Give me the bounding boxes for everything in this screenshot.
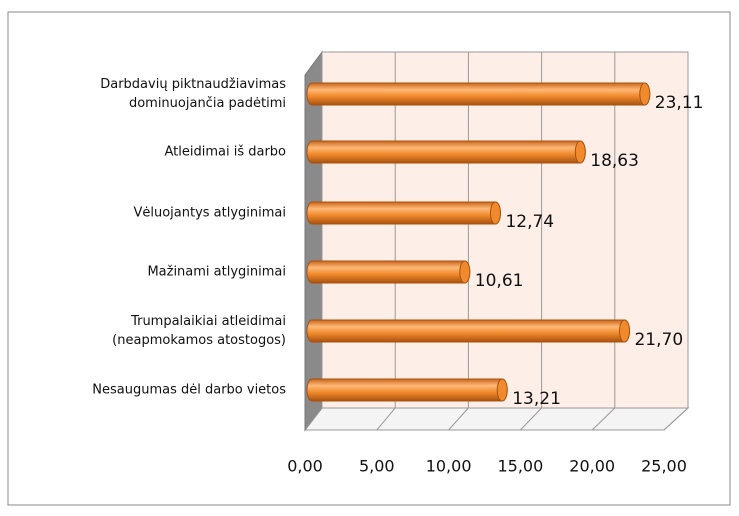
value-label: 21,70 bbox=[634, 330, 683, 350]
bar bbox=[306, 82, 651, 106]
bar bbox=[306, 378, 508, 402]
side-wall bbox=[304, 50, 323, 432]
grid-line bbox=[304, 407, 323, 431]
value-label: 23,11 bbox=[655, 93, 704, 113]
x-tick-label: 5,00 bbox=[359, 457, 395, 476]
value-label: 12,74 bbox=[505, 212, 554, 232]
x-tick-label: 20,00 bbox=[569, 457, 615, 476]
grid-line bbox=[663, 407, 689, 431]
y-tick-label: Nesaugumas dėl darbo vietos bbox=[92, 383, 286, 398]
y-tick-label: Vėluojantys atlyginimai bbox=[133, 206, 286, 221]
y-tick-label: Trumpalaikiai atleidimai bbox=[130, 314, 286, 329]
y-tick-label: (neapmokamos atostogos) bbox=[112, 333, 286, 348]
y-tick-label: dominuojančia padėtimi bbox=[129, 96, 286, 111]
grid-line bbox=[520, 407, 542, 431]
floor bbox=[303, 407, 690, 431]
grid-line bbox=[591, 407, 616, 431]
y-tick-label: Darbdavių piktnaudžiavimas bbox=[100, 77, 286, 92]
x-tick-label: 15,00 bbox=[497, 457, 543, 476]
grid-line bbox=[376, 407, 396, 431]
bar bbox=[306, 319, 630, 343]
y-tick-label: Atleidimai iš darbo bbox=[164, 145, 286, 160]
bar bbox=[306, 140, 586, 164]
bar bbox=[306, 201, 501, 225]
value-label: 10,61 bbox=[475, 271, 524, 291]
x-tick-label: 10,00 bbox=[426, 457, 472, 476]
x-tick-label: 25,00 bbox=[641, 457, 687, 476]
y-tick-label: Mažinami atlyginimai bbox=[147, 265, 286, 280]
grid-line bbox=[448, 407, 469, 431]
bar bbox=[306, 260, 471, 284]
value-label: 18,63 bbox=[590, 151, 639, 171]
value-label: 13,21 bbox=[512, 389, 561, 409]
x-tick-label: 0,00 bbox=[287, 457, 323, 476]
